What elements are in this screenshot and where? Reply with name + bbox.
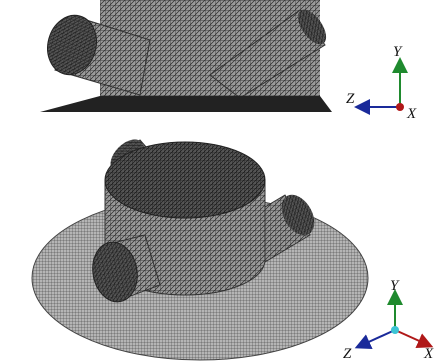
origin-dot (391, 326, 399, 334)
base-plate (40, 96, 332, 112)
x-axis-dot (396, 103, 404, 111)
axis-label: Z (343, 346, 352, 362)
x-axis-arrow (395, 330, 426, 344)
axis-label: Z (346, 91, 355, 107)
main-cylinder-top (105, 142, 265, 218)
iso-view-mesh (32, 133, 368, 360)
axis-label: Y (390, 278, 400, 294)
z-axis-arrow (362, 330, 395, 345)
axis-label: X (406, 106, 417, 122)
axis-label: Y (393, 44, 403, 60)
top-view-mesh (40, 0, 332, 112)
top-axis-triad: Y Z X (346, 44, 417, 122)
axis-label: X (423, 346, 434, 362)
figure: Y Z X Y Z X (0, 0, 438, 363)
